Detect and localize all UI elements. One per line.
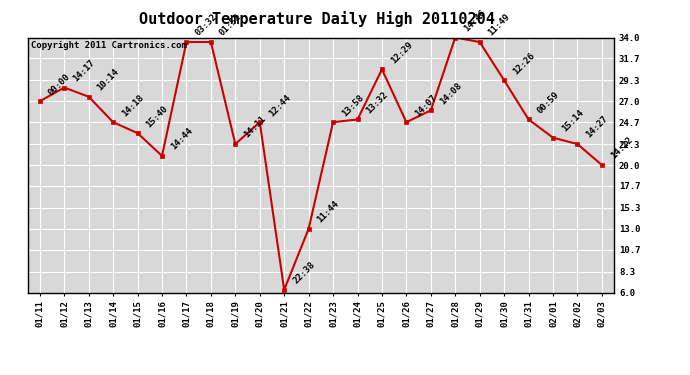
Text: 10:14: 10:14	[96, 67, 121, 93]
Text: 12:44: 12:44	[267, 93, 292, 118]
Text: 14:44: 14:44	[169, 126, 195, 152]
Text: 15:14: 15:14	[560, 108, 585, 134]
Text: Copyright 2011 Cartronics.com: Copyright 2011 Cartronics.com	[30, 41, 186, 50]
Text: Outdoor Temperature Daily High 20110204: Outdoor Temperature Daily High 20110204	[139, 11, 495, 27]
Text: 15:40: 15:40	[144, 104, 170, 129]
Text: 14:18: 14:18	[120, 93, 146, 118]
Text: 13:32: 13:32	[364, 90, 390, 115]
Text: 14:22: 14:22	[609, 135, 634, 161]
Text: 14:17: 14:17	[71, 58, 97, 83]
Text: 12:29: 12:29	[389, 40, 414, 65]
Text: 03:32: 03:32	[193, 12, 219, 38]
Text: 13:58: 13:58	[340, 93, 366, 118]
Text: 22:38: 22:38	[291, 260, 317, 286]
Text: 00:00: 00:00	[47, 72, 72, 97]
Text: 14:27: 14:27	[584, 114, 610, 140]
Text: 14:07: 14:07	[413, 93, 439, 118]
Text: 12:26: 12:26	[511, 51, 536, 76]
Text: 00:59: 00:59	[535, 90, 561, 115]
Text: 11:49: 11:49	[486, 12, 512, 38]
Text: 11:44: 11:44	[315, 199, 341, 225]
Text: 14:46: 14:46	[462, 8, 488, 33]
Text: 14:11: 14:11	[242, 114, 268, 140]
Text: 14:08: 14:08	[437, 81, 463, 106]
Text: 01:52: 01:52	[218, 12, 243, 38]
